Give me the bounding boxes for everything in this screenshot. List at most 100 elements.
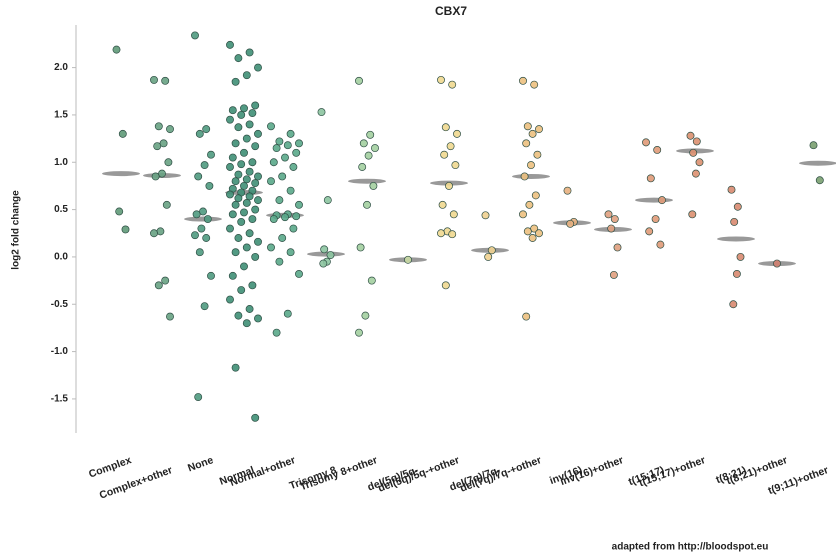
data-point — [286, 248, 295, 257]
data-point — [275, 137, 284, 146]
data-point — [226, 163, 234, 171]
median-bar — [717, 236, 755, 242]
data-point — [523, 122, 532, 131]
median-bar — [348, 178, 386, 184]
data-point — [656, 240, 665, 249]
data-point — [773, 259, 781, 268]
data-point — [254, 129, 262, 138]
data-point — [317, 108, 326, 117]
data-point — [522, 139, 531, 148]
data-point — [371, 144, 379, 153]
data-point — [199, 207, 207, 216]
data-point — [162, 200, 171, 209]
data-point — [254, 314, 262, 323]
data-point — [355, 328, 363, 337]
data-point — [226, 295, 234, 304]
data-point — [695, 158, 704, 167]
data-point — [281, 153, 289, 162]
data-point — [112, 45, 121, 54]
data-point — [292, 148, 301, 157]
data-point — [191, 231, 199, 240]
data-point — [272, 328, 281, 337]
data-point — [688, 210, 697, 219]
data-point — [528, 234, 537, 242]
data-point — [292, 212, 301, 221]
data-point — [254, 63, 262, 72]
data-point — [563, 186, 572, 195]
data-point — [295, 139, 303, 148]
data-point — [604, 210, 613, 219]
data-point — [319, 259, 328, 268]
data-point — [240, 104, 248, 113]
data-point — [200, 302, 209, 311]
data-point — [356, 243, 365, 252]
data-point — [269, 158, 278, 167]
data-point — [245, 229, 254, 238]
data-point — [202, 234, 211, 242]
data-point — [245, 48, 254, 57]
data-point — [151, 172, 160, 181]
data-point — [361, 311, 370, 320]
data-point — [248, 281, 257, 290]
data-point — [535, 125, 543, 134]
data-point — [228, 153, 237, 162]
data-point — [363, 200, 371, 209]
data-point — [736, 252, 745, 261]
data-point — [231, 77, 240, 86]
data-point — [242, 243, 251, 252]
data-point — [205, 181, 214, 190]
data-point — [686, 131, 695, 140]
data-point — [231, 139, 240, 148]
data-point — [566, 219, 575, 228]
data-point — [326, 251, 335, 259]
median-bar — [635, 197, 673, 203]
data-point — [275, 196, 284, 205]
data-point — [242, 175, 251, 184]
data-point — [527, 161, 535, 170]
data-point — [195, 129, 204, 138]
data-point — [278, 234, 287, 242]
data-point — [234, 123, 243, 132]
data-point — [191, 31, 199, 40]
data-point — [445, 181, 453, 190]
data-point — [226, 224, 234, 233]
data-point — [732, 270, 741, 278]
data-point — [242, 319, 251, 328]
y-tick-label: 0.5 — [54, 204, 68, 215]
data-point — [295, 270, 303, 278]
data-point — [610, 215, 619, 224]
data-point — [323, 196, 332, 205]
data-point — [118, 129, 127, 138]
y-tick-label: 2.0 — [54, 62, 68, 73]
data-point — [254, 172, 262, 181]
data-point — [231, 200, 240, 209]
data-point — [159, 139, 168, 148]
data-point — [248, 109, 257, 117]
data-point — [449, 210, 458, 219]
data-point — [729, 300, 738, 309]
data-point — [194, 172, 203, 181]
data-point — [240, 262, 248, 271]
data-point — [730, 217, 739, 226]
source-note: adapted from http://bloodspot.eu — [612, 542, 769, 553]
data-point — [207, 271, 215, 280]
data-point — [234, 54, 243, 63]
data-point — [166, 312, 174, 321]
data-point — [451, 161, 460, 170]
data-point — [487, 246, 496, 255]
data-point — [150, 229, 158, 238]
data-point — [441, 281, 450, 290]
data-point — [245, 305, 254, 313]
data-point — [195, 248, 204, 257]
data-point — [245, 167, 254, 176]
data-point — [520, 172, 529, 181]
data-point — [281, 213, 289, 222]
data-point — [535, 229, 543, 238]
data-point — [254, 196, 262, 205]
data-point — [359, 139, 368, 148]
data-point — [525, 200, 534, 209]
data-point — [248, 158, 257, 167]
data-point — [267, 243, 275, 252]
data-point — [809, 141, 818, 150]
